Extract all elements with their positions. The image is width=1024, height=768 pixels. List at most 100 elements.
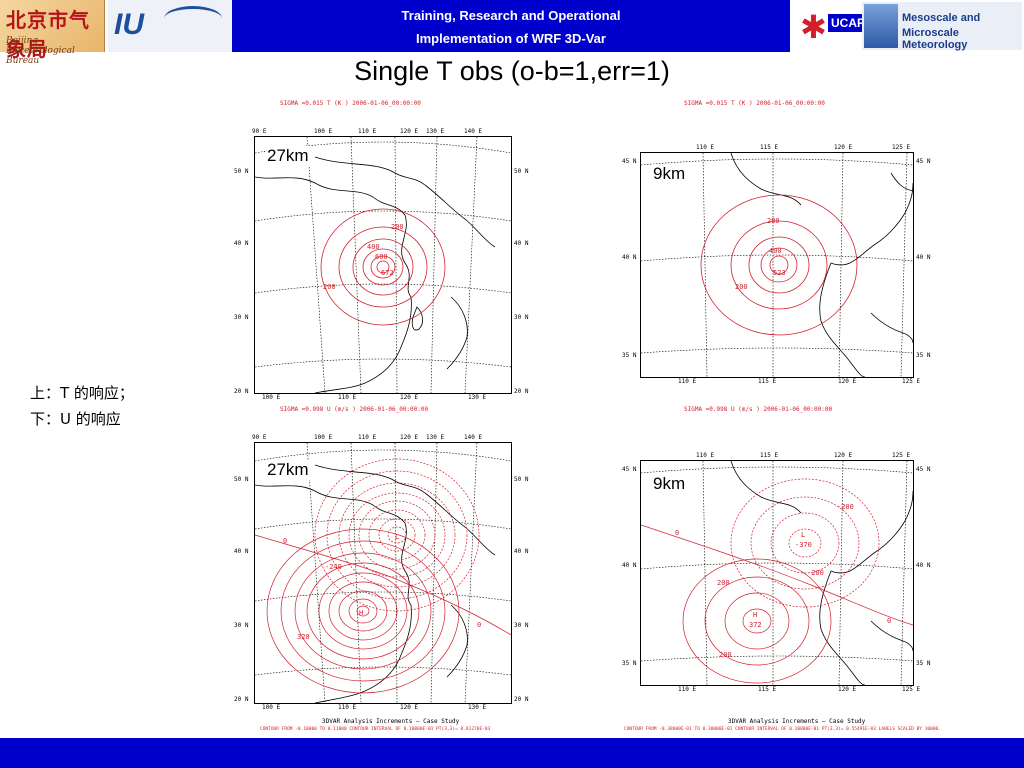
contour-label: 0 [887,617,891,625]
panel-header: SIGMA =0.015 T (K ) 2006-01-06_00:00:00 [684,100,825,107]
lon-label: 125 E [892,452,911,459]
header-bar: 北京市气象局 Beijing Meteorological Bureau IU … [0,0,1024,66]
lat-label: 30 N [234,314,249,321]
mmm-logo-line-1: Mesoscale and [902,12,981,24]
resolution-label: 9km [652,474,687,494]
lon-label: 120 E [400,394,419,401]
slide-title: Single T obs (o-b=1,err=1) [354,56,670,86]
lon-label: 110 E [696,452,715,459]
header-line-1: Training, Research and Operational [401,8,621,23]
u-positive-contours [255,528,511,694]
contour-label: H [753,611,757,619]
lat-label: 20 N [514,388,529,395]
t-contours [700,194,858,336]
contour-label: 523 [773,269,786,277]
lon-label: 90 E [252,128,267,135]
mmm-logo: Mesoscale and Microscale Meteorology [862,2,1022,51]
contour-label: L [395,533,399,541]
lon-label: 100 E [314,434,333,441]
lon-label: 120 E [838,686,857,693]
lat-label: 50 N [514,476,529,483]
graticule [641,153,913,377]
lon-label: 100 E [314,128,333,135]
bjmb-logo-sub: Beijing Meteorological Bureau [6,36,75,66]
panel-t-9km: SIGMA =0.015 T (K ) 2006-01-06_00:00:00 … [620,98,940,388]
ucar-star-icon: ✱ [800,8,827,46]
beijing-met-bureau-logo: 北京市气象局 Beijing Meteorological Bureau [0,0,105,66]
contour-label: L [801,531,805,539]
panel-header: SIGMA =0.998 U (m/s ) 2006-01-06_00:00:0… [684,406,833,413]
lon-label: 100 E [262,394,281,401]
contour-label: 400 [367,243,380,251]
contour-label: 200 [323,283,336,291]
lat-label: 35 N [916,660,931,667]
resolution-label: 27km [266,460,310,480]
mmm-logo-line-2: Microscale Meteorology [902,27,968,51]
lat-label: 45 N [916,158,931,165]
contour-label: 200 [735,283,748,291]
lat-label: 50 N [234,476,249,483]
u-contour-labels: H 372 L -370 -200 -200 200 200 0 0 [675,503,891,659]
lon-label: 110 E [358,128,377,135]
resolution-label: 27km [266,146,310,166]
lat-label: 30 N [514,622,529,629]
lat-label: 40 N [622,254,637,261]
header-line-2: Implementation of WRF 3D-Var [416,31,606,46]
lon-label: 100 E [262,704,281,711]
iup-logo-mark: IU [114,8,144,41]
map-canvas: 200 400 523 200 [641,153,913,377]
lat-label: 40 N [916,562,931,569]
lat-label: 45 N [622,158,637,165]
lat-label: 30 N [514,314,529,321]
contour-label: 320 [297,633,310,641]
graticule [255,443,511,703]
mmm-logo-image [864,4,898,48]
map-canvas: 200 400 600 672 200 [255,137,511,393]
plot-footer-title: 3DVAR Analysis Increments — Case Study [728,718,866,725]
lat-label: 50 N [234,168,249,175]
u-positive-contours [641,524,913,684]
legend-line-1: 上：T 的响应； [30,384,134,402]
t-contours [320,208,446,326]
contour-label: 200 [717,579,730,587]
bjmb-logo-glyphs: 北京市气象局 [6,8,90,61]
lon-label: 125 E [902,378,921,385]
lon-label: 140 E [464,128,483,135]
resolution-label: 9km [652,164,687,184]
lon-label: 110 E [678,686,697,693]
lon-label: 120 E [400,704,419,711]
graticule [641,461,913,685]
contour-label: 200 [767,217,780,225]
lon-label: 110 E [338,394,357,401]
u-contour-labels: H L 0 -240 320 0 [283,533,481,641]
map-t-9km: 200 400 523 200 [640,152,914,378]
coastline [730,153,913,377]
graticule [255,137,511,393]
lon-label: 120 E [834,144,853,151]
lon-label: 115 E [760,144,779,151]
contour-label: 600 [375,253,388,261]
t-contour-labels: 200 400 600 672 200 [323,223,404,291]
plot-footer-contour: CONTOUR FROM -0.10000 TO 0.11000 CONTOUR… [260,727,491,732]
lat-label: 40 N [234,548,249,555]
contour-label: 372 [749,621,762,629]
header-title-block: Training, Research and Operational Imple… [232,0,790,52]
footer-bar [0,738,1024,768]
lon-label: 120 E [834,452,853,459]
contour-label: -240 [325,563,342,571]
contour-label: 0 [675,529,679,537]
panel-header: SIGMA =0.015 T (K ) 2006-01-06_00:00:00 [280,100,421,107]
lon-label: 110 E [358,434,377,441]
lon-label: 110 E [338,704,357,711]
map-canvas: H 372 L -370 -200 -200 200 200 0 0 [641,461,913,685]
panel-u-27km: SIGMA =0.998 U (m/s ) 2006-01-06_00:00:0… [232,406,532,738]
lat-label: 40 N [514,548,529,555]
lat-label: 45 N [916,466,931,473]
contour-label: H [359,609,363,617]
contour-label: 200 [391,223,404,231]
panel-u-9km: SIGMA =0.998 U (m/s ) 2006-01-06_00:00:0… [620,406,950,738]
map-canvas: H L 0 -240 320 0 [255,443,511,703]
contour-label: -200 [837,503,854,511]
ucar-logo: ✱ UCAR [800,4,869,48]
response-legend: 上：T 的响应； 下：U 的响应 [30,380,134,432]
